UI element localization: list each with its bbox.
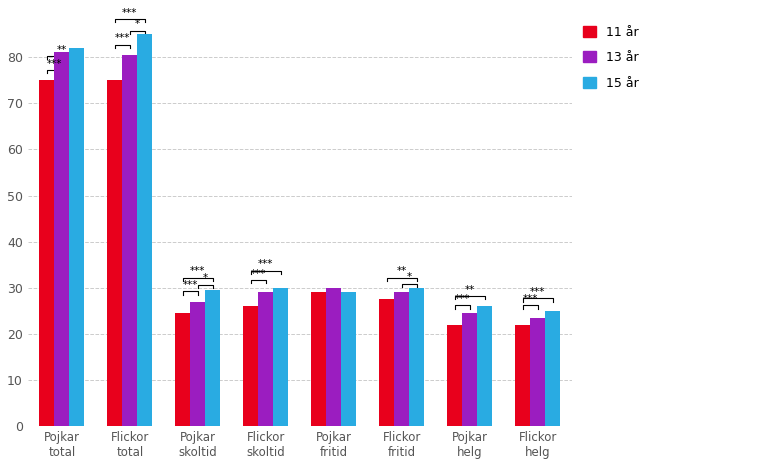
Bar xyxy=(530,318,545,426)
Bar xyxy=(462,313,477,426)
Text: ***: *** xyxy=(251,268,266,279)
Legend: 11 år, 13 år, 15 år: 11 år, 13 år, 15 år xyxy=(584,26,638,89)
Bar xyxy=(176,313,190,426)
Bar xyxy=(394,292,409,426)
Bar xyxy=(379,299,394,426)
Bar xyxy=(205,290,220,426)
Text: ***: *** xyxy=(454,294,470,304)
Text: **: ** xyxy=(464,285,475,295)
Bar xyxy=(477,306,492,426)
Text: **: ** xyxy=(397,266,407,276)
Bar xyxy=(409,288,424,426)
Bar xyxy=(312,292,326,426)
Text: ***: *** xyxy=(46,59,62,69)
Bar xyxy=(515,325,530,426)
Bar xyxy=(545,311,560,426)
Bar xyxy=(258,292,274,426)
Bar xyxy=(274,288,288,426)
Bar xyxy=(122,55,138,426)
Bar xyxy=(190,302,205,426)
Bar xyxy=(243,306,258,426)
Bar xyxy=(40,80,54,426)
Bar xyxy=(326,288,341,426)
Text: ***: *** xyxy=(523,294,538,304)
Bar xyxy=(138,34,152,426)
Text: ***: *** xyxy=(190,266,205,276)
Text: *: * xyxy=(135,20,140,29)
Bar xyxy=(341,292,356,426)
Bar xyxy=(54,53,69,426)
Text: ***: *** xyxy=(258,260,274,269)
Text: ***: *** xyxy=(530,287,546,297)
Bar xyxy=(447,325,462,426)
Text: *: * xyxy=(407,272,412,282)
Text: ***: *** xyxy=(182,280,198,290)
Text: *: * xyxy=(203,273,207,283)
Text: ***: *** xyxy=(115,33,130,43)
Bar xyxy=(69,48,84,426)
Text: **: ** xyxy=(57,45,67,55)
Bar xyxy=(107,80,122,426)
Text: ***: *** xyxy=(122,8,138,18)
